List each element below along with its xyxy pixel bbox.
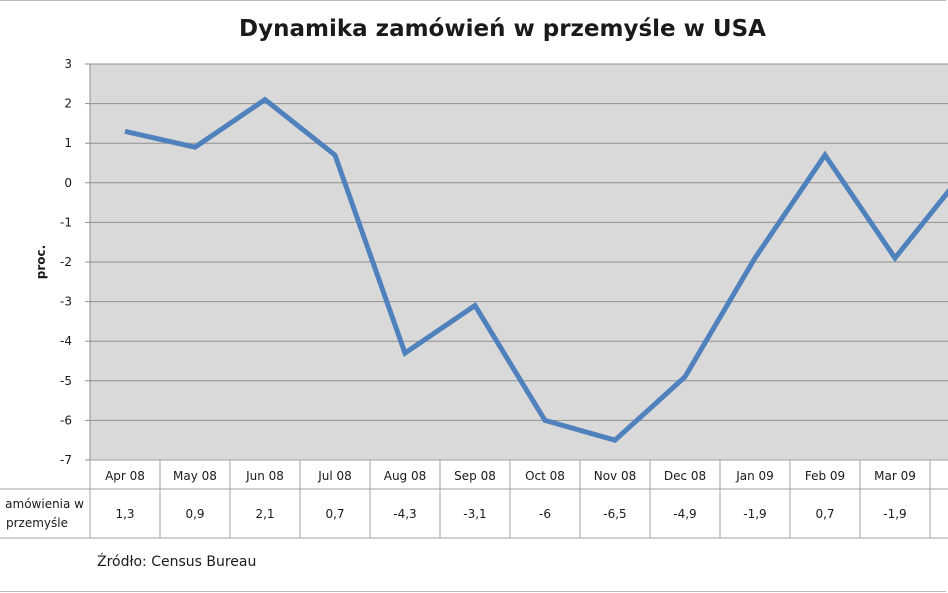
y-tick-label: -2 [60,255,72,269]
data-label: 2,1 [255,507,274,521]
x-tick-label: Oct 08 [525,469,565,483]
source-note: Źródło: Census Bureau [97,554,257,570]
y-tick-label: -5 [60,374,72,388]
x-tick-label: Mar 09 [874,469,916,483]
data-label: -6,5 [603,507,626,521]
data-label: 1,3 [115,507,134,521]
x-tick-label: Jun 08 [245,469,284,483]
data-label: -1,9 [743,507,766,521]
y-axis-label: proc. [34,245,48,279]
chart-title: Dynamika zamówień w przemyśle w USA [239,16,766,42]
x-tick-label: Aug 08 [384,469,427,483]
y-tick-label: -1 [60,215,72,229]
data-label: -4,3 [393,507,416,521]
data-label: -1,9 [883,507,906,521]
y-tick-label: -7 [60,453,72,467]
x-tick-label: Feb 09 [805,469,845,483]
y-tick-label: 0 [64,176,72,190]
legend-label: przemyśle [6,516,68,530]
data-label: 0,7 [815,507,834,521]
x-tick-label: Apr 08 [105,469,145,483]
y-tick-label: -6 [60,413,72,427]
x-tick-label: Sep 08 [454,469,496,483]
x-tick-label: Nov 08 [594,469,637,483]
x-tick-label: May 08 [173,469,217,483]
y-tick-label: 1 [64,136,72,150]
y-tick-label: -3 [60,295,72,309]
data-label: -3,1 [463,507,486,521]
data-label: -4,9 [673,507,696,521]
legend-label: amówienia w [5,497,84,511]
data-label: 0,7 [325,507,344,521]
data-label: 0,9 [185,507,204,521]
legend-entry: amówienia w przemyśle [5,497,84,530]
data-label: -6 [539,507,551,521]
y-tick-label: 2 [64,97,72,111]
x-tick-label: Dec 08 [664,469,706,483]
y-tick-label: 3 [64,57,72,71]
x-tick-label: Jul 08 [317,469,352,483]
x-tick-label: Jan 09 [735,469,774,483]
y-tick-label: -4 [60,334,72,348]
